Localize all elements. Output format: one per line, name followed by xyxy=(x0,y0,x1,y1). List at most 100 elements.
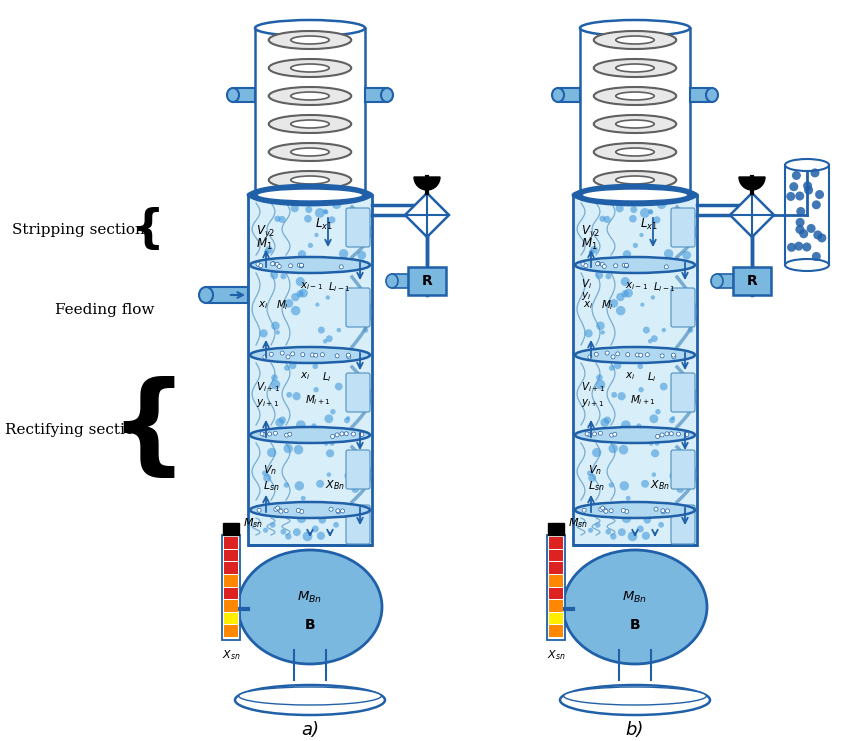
Ellipse shape xyxy=(238,550,382,664)
Ellipse shape xyxy=(291,92,329,100)
FancyBboxPatch shape xyxy=(346,450,370,489)
Circle shape xyxy=(344,432,348,436)
Text: $M_{i+1}$: $M_{i+1}$ xyxy=(630,393,656,407)
Text: $X_{Bn}$: $X_{Bn}$ xyxy=(325,478,345,492)
Text: $y_i$: $y_i$ xyxy=(581,290,592,302)
Circle shape xyxy=(263,528,268,533)
Circle shape xyxy=(625,263,628,268)
Circle shape xyxy=(616,293,625,302)
Circle shape xyxy=(344,417,350,423)
Ellipse shape xyxy=(615,64,654,72)
Circle shape xyxy=(301,353,305,356)
Circle shape xyxy=(340,432,344,436)
Circle shape xyxy=(285,433,289,437)
Circle shape xyxy=(670,472,677,479)
Ellipse shape xyxy=(269,143,351,161)
Circle shape xyxy=(275,418,284,427)
Circle shape xyxy=(603,508,607,512)
Circle shape xyxy=(289,264,292,268)
Circle shape xyxy=(609,444,618,453)
Text: $L_{i-1}$: $L_{i-1}$ xyxy=(653,280,676,293)
Ellipse shape xyxy=(239,687,382,705)
Bar xyxy=(733,267,771,295)
Ellipse shape xyxy=(580,20,690,36)
FancyBboxPatch shape xyxy=(346,208,370,247)
Circle shape xyxy=(625,264,628,268)
Circle shape xyxy=(609,509,613,513)
Ellipse shape xyxy=(250,347,370,363)
Circle shape xyxy=(271,322,280,330)
Circle shape xyxy=(284,482,289,488)
Circle shape xyxy=(639,233,643,237)
Circle shape xyxy=(297,508,300,513)
Circle shape xyxy=(620,277,630,286)
Ellipse shape xyxy=(269,31,351,49)
Text: Stripping section: Stripping section xyxy=(12,223,144,237)
Circle shape xyxy=(348,459,353,465)
Circle shape xyxy=(314,233,319,237)
Circle shape xyxy=(595,271,604,279)
Ellipse shape xyxy=(582,189,688,201)
Circle shape xyxy=(259,264,263,268)
Circle shape xyxy=(303,531,313,541)
Text: $V_n$: $V_n$ xyxy=(263,463,277,477)
Ellipse shape xyxy=(291,148,329,156)
Text: $L_i$: $L_i$ xyxy=(322,370,332,384)
Circle shape xyxy=(256,262,260,266)
Text: $L_{x1}$: $L_{x1}$ xyxy=(640,217,658,232)
Text: $V_n$: $V_n$ xyxy=(588,463,602,477)
Circle shape xyxy=(262,433,266,436)
Circle shape xyxy=(589,249,594,255)
Circle shape xyxy=(605,351,609,355)
Circle shape xyxy=(298,263,301,268)
Circle shape xyxy=(292,293,299,302)
Circle shape xyxy=(337,510,340,514)
Circle shape xyxy=(654,441,660,446)
Circle shape xyxy=(263,355,267,359)
Circle shape xyxy=(299,264,303,268)
Circle shape xyxy=(324,210,328,214)
Circle shape xyxy=(615,205,624,213)
Circle shape xyxy=(330,409,336,414)
Text: {: { xyxy=(132,207,164,253)
Circle shape xyxy=(615,352,620,356)
Text: $L_{x1}$: $L_{x1}$ xyxy=(315,217,333,232)
Circle shape xyxy=(596,262,599,266)
Circle shape xyxy=(672,459,677,465)
Circle shape xyxy=(346,416,350,420)
Circle shape xyxy=(624,288,633,298)
Bar xyxy=(392,274,408,288)
Circle shape xyxy=(291,352,295,356)
Text: b): b) xyxy=(626,721,644,739)
Wedge shape xyxy=(739,177,765,190)
Bar xyxy=(206,287,248,303)
Circle shape xyxy=(669,432,673,436)
Circle shape xyxy=(315,208,325,218)
Circle shape xyxy=(596,262,600,265)
Circle shape xyxy=(588,473,596,482)
Text: $M_{Bn}$: $M_{Bn}$ xyxy=(298,589,322,605)
Circle shape xyxy=(292,392,301,400)
Ellipse shape xyxy=(594,59,677,77)
Circle shape xyxy=(363,328,368,333)
FancyBboxPatch shape xyxy=(346,505,370,544)
Ellipse shape xyxy=(381,88,393,102)
Circle shape xyxy=(286,355,290,359)
Circle shape xyxy=(609,299,618,308)
Circle shape xyxy=(660,354,664,358)
Text: R: R xyxy=(422,274,433,288)
Circle shape xyxy=(648,339,653,344)
Circle shape xyxy=(270,380,280,390)
Ellipse shape xyxy=(575,347,695,363)
Circle shape xyxy=(688,328,694,333)
Ellipse shape xyxy=(250,502,370,518)
FancyBboxPatch shape xyxy=(671,208,695,247)
Circle shape xyxy=(325,414,333,423)
Text: $M_1$: $M_1$ xyxy=(256,237,273,252)
Text: $M_{sn}$: $M_{sn}$ xyxy=(568,516,588,530)
Ellipse shape xyxy=(291,64,329,72)
Ellipse shape xyxy=(269,115,351,133)
Ellipse shape xyxy=(594,171,677,189)
Circle shape xyxy=(600,418,609,427)
Circle shape xyxy=(636,423,642,429)
